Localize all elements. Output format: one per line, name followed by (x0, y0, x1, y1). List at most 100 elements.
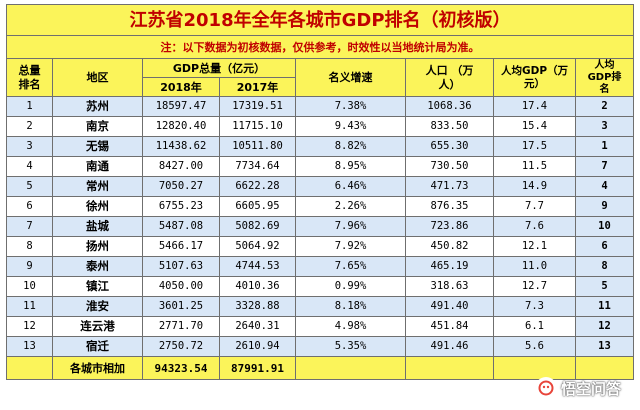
rank-cell: 10 (6, 276, 53, 297)
table-row: 8 扬州 5466.17 5064.92 7.92% 450.82 12.1 6 (6, 236, 635, 257)
per-capita-cell: 6.1 (493, 316, 576, 337)
table-row: 5 常州 7050.27 6622.28 6.46% 471.73 14.9 4 (6, 176, 635, 197)
city-cell: 盐城 (52, 216, 143, 237)
wukong-watermark: 悟空问答 (534, 377, 621, 399)
city-cell: 苏州 (52, 96, 143, 117)
gdp-2017-cell: 3328.88 (219, 296, 296, 317)
table-row: 11 淮安 3601.25 3328.88 8.18% 491.40 7.3 11 (6, 296, 635, 317)
population-cell: 491.40 (405, 296, 494, 317)
per-capita-rank-cell: 10 (574, 216, 635, 237)
per-capita-rank-cell: 7 (574, 156, 635, 177)
table-row: 10 镇江 4050.00 4010.36 0.99% 318.63 12.7 5 (6, 276, 635, 297)
per-capita-cell: 17.5 (493, 136, 576, 157)
growth-cell: 8.18% (295, 296, 406, 317)
population-cell: 730.50 (405, 156, 494, 177)
rank-cell: 4 (6, 156, 53, 177)
per-capita-cell: 15.4 (493, 116, 576, 137)
table-row: 1 苏州 18597.47 17319.51 7.38% 1068.36 17.4 2 (6, 96, 635, 117)
total-blank (493, 356, 576, 380)
growth-cell: 8.82% (295, 136, 406, 157)
city-cell: 徐州 (52, 196, 143, 217)
gdp-2018-cell: 5107.63 (142, 256, 220, 277)
header-row-2: 2018年 2017年 (7, 77, 634, 97)
per-capita-rank-cell: 11 (574, 296, 635, 317)
total-blank (405, 356, 494, 380)
per-capita-rank-cell: 9 (574, 196, 635, 217)
per-capita-cell: 11.5 (493, 156, 576, 177)
header-year-2017: 2017年 (219, 77, 296, 97)
per-capita-cell: 7.3 (493, 296, 576, 317)
per-capita-rank-cell: 8 (574, 256, 635, 277)
growth-cell: 8.95% (295, 156, 406, 177)
total-blank (574, 356, 635, 380)
growth-cell: 5.35% (295, 336, 406, 357)
gdp-2018-cell: 6755.23 (142, 196, 220, 217)
gdp-2018-cell: 7050.27 (142, 176, 220, 197)
gdp-2018-cell: 5466.17 (142, 236, 220, 257)
per-capita-rank-cell: 6 (574, 236, 635, 257)
total-label: 各城市相加 (52, 356, 143, 380)
table-row: 12 连云港 2771.70 2640.31 4.98% 451.84 6.1 12 (6, 316, 635, 337)
header-per-capita: 人均GDP（万元） (493, 58, 576, 97)
rank-cell: 11 (6, 296, 53, 317)
city-cell: 南通 (52, 156, 143, 177)
disclaimer-note: 注：以下数据为初核数据，仅供参考，时效性以当地统计局为准。 (5, 35, 635, 59)
growth-cell: 6.46% (295, 176, 406, 197)
growth-cell: 4.98% (295, 316, 406, 337)
growth-cell: 9.43% (295, 116, 406, 137)
total-blank (295, 356, 406, 380)
per-capita-cell: 17.4 (493, 96, 576, 117)
per-capita-rank-cell: 13 (574, 336, 635, 357)
header-rank: 总量 排名 (6, 58, 53, 97)
table-row: 4 南通 8427.00 7734.64 8.95% 730.50 11.5 7 (6, 156, 635, 177)
gdp-2017-cell: 10511.80 (219, 136, 296, 157)
gdp-2017-cell: 4744.53 (219, 256, 296, 277)
growth-cell: 7.65% (295, 256, 406, 277)
growth-cell: 7.96% (295, 216, 406, 237)
gdp-2017-cell: 5064.92 (219, 236, 296, 257)
per-capita-cell: 11.0 (493, 256, 576, 277)
per-capita-rank-cell: 5 (574, 276, 635, 297)
gdp-2017-cell: 6622.28 (219, 176, 296, 197)
header-row-1: 总量 排名 地区 GDP总量（亿元） 名义增速 人口 （万 人） 人均GDP（万… (6, 58, 635, 97)
population-cell: 833.50 (405, 116, 494, 137)
header-per-capita-rank: 人均 GDP排 名 (574, 58, 635, 97)
population-cell: 450.82 (405, 236, 494, 257)
growth-cell: 2.26% (295, 196, 406, 217)
gdp-2018-cell: 2771.70 (142, 316, 220, 337)
header-population: 人口 （万 人） (405, 58, 494, 97)
population-cell: 491.46 (405, 336, 494, 357)
header-gdp-total: GDP总量（亿元） (142, 58, 296, 78)
city-cell: 泰州 (52, 256, 143, 277)
gdp-2018-cell: 4050.00 (142, 276, 220, 297)
gdp-2018-cell: 5487.08 (142, 216, 220, 237)
growth-cell: 7.92% (295, 236, 406, 257)
city-cell: 淮安 (52, 296, 143, 317)
per-capita-cell: 7.7 (493, 196, 576, 217)
growth-cell: 0.99% (295, 276, 406, 297)
page-title: 江苏省2018年全年各城市GDP排名（初核版） (5, 4, 635, 36)
header-year-2018: 2018年 (142, 77, 220, 97)
total-rank-blank (6, 356, 53, 380)
gdp-2018-cell: 3601.25 (142, 296, 220, 317)
population-cell: 723.86 (405, 216, 494, 237)
rank-cell: 12 (6, 316, 53, 337)
population-cell: 318.63 (405, 276, 494, 297)
rank-cell: 7 (6, 216, 53, 237)
gdp-2018-cell: 18597.47 (142, 96, 220, 117)
table-row: 9 泰州 5107.63 4744.53 7.65% 465.19 11.0 8 (6, 256, 635, 277)
gdp-2018-cell: 2750.72 (142, 336, 220, 357)
rank-cell: 13 (6, 336, 53, 357)
total-gdp-2017: 87991.91 (219, 356, 296, 380)
city-cell: 南京 (52, 116, 143, 137)
city-cell: 宿迁 (52, 336, 143, 357)
gdp-ranking-sheet: 江苏省2018年全年各城市GDP排名（初核版） 注：以下数据为初核数据，仅供参考… (5, 4, 635, 405)
per-capita-rank-cell: 1 (574, 136, 635, 157)
gdp-2017-cell: 2640.31 (219, 316, 296, 337)
rank-cell: 5 (6, 176, 53, 197)
population-cell: 1068.36 (405, 96, 494, 117)
gdp-2017-cell: 5082.69 (219, 216, 296, 237)
gdp-2017-cell: 17319.51 (219, 96, 296, 117)
population-cell: 465.19 (405, 256, 494, 277)
table-row: 13 宿迁 2750.72 2610.94 5.35% 491.46 5.6 13 (6, 336, 635, 357)
